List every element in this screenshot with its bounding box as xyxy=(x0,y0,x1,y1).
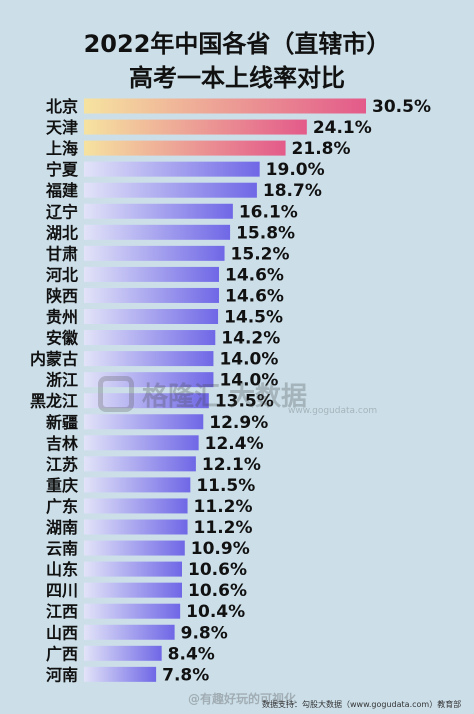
bar xyxy=(84,287,219,303)
value-label: 15.8% xyxy=(236,223,295,243)
category-label: 贵州 xyxy=(46,308,78,327)
category-label: 山东 xyxy=(46,560,78,579)
category-label: 浙江 xyxy=(46,371,78,390)
bar xyxy=(84,119,307,135)
value-label: 10.9% xyxy=(191,539,250,559)
bar xyxy=(84,477,191,493)
category-label: 河南 xyxy=(46,665,78,684)
bar xyxy=(84,582,183,598)
bar xyxy=(84,182,257,198)
category-label: 上海 xyxy=(46,139,78,158)
source-note: 数据支持：勾股大数据（www.gogudata.com）教育部 xyxy=(262,700,462,709)
value-label: 14.5% xyxy=(224,308,283,328)
bar xyxy=(84,330,216,346)
bar xyxy=(84,666,157,682)
category-label: 甘肃 xyxy=(46,244,78,263)
bar xyxy=(84,603,181,619)
value-label: 14.6% xyxy=(225,286,284,306)
value-label: 16.1% xyxy=(239,202,298,222)
category-label: 广西 xyxy=(46,644,78,663)
value-label: 24.1% xyxy=(313,118,372,138)
category-label: 重庆 xyxy=(46,476,78,495)
category-label: 安徽 xyxy=(46,329,79,348)
category-label: 吉林 xyxy=(46,434,78,453)
bar xyxy=(84,519,188,535)
bar xyxy=(84,245,225,261)
value-label: 14.0% xyxy=(219,350,278,370)
value-label: 14.6% xyxy=(225,265,284,285)
value-label: 10.6% xyxy=(188,581,247,601)
value-label: 14.0% xyxy=(219,371,278,391)
value-label: 12.4% xyxy=(205,434,264,454)
category-label: 内蒙古 xyxy=(30,350,78,369)
chart-title: 2022年中国各省（直辖市） xyxy=(83,30,391,58)
value-label: 8.4% xyxy=(168,644,215,664)
bar xyxy=(84,435,199,451)
category-label: 四川 xyxy=(46,581,78,600)
weibo-watermark: @有趣好玩的可视化 xyxy=(188,692,297,706)
category-label: 天津 xyxy=(46,118,78,137)
bar xyxy=(84,203,233,219)
category-label: 新疆 xyxy=(46,413,78,432)
bar xyxy=(84,498,188,514)
category-label: 山西 xyxy=(46,623,78,642)
bar xyxy=(84,540,185,556)
value-label: 13.5% xyxy=(215,392,274,412)
category-label: 陕西 xyxy=(46,286,78,305)
category-label: 黑龙江 xyxy=(30,392,78,411)
value-label: 21.8% xyxy=(292,139,351,159)
value-label: 19.0% xyxy=(266,160,325,180)
category-label: 辽宁 xyxy=(46,202,78,221)
chart-subtitle: 高考一本上线率对比 xyxy=(129,64,345,92)
category-label: 宁夏 xyxy=(46,160,79,179)
value-label: 30.5% xyxy=(372,97,431,117)
category-label: 河北 xyxy=(46,265,78,284)
bar xyxy=(84,372,214,388)
category-label: 云南 xyxy=(46,539,78,558)
bar xyxy=(84,266,219,282)
category-label: 江苏 xyxy=(46,455,78,474)
value-label: 14.2% xyxy=(221,329,280,349)
value-label: 18.7% xyxy=(263,181,322,201)
bar xyxy=(84,309,219,324)
bars-group: 北京 30.5% 天津 24.1% 上海 21.8% 宁夏 19.0% 福建 18.7% 辽宁 16.… xyxy=(30,97,431,685)
category-label: 福建 xyxy=(45,181,78,200)
bar xyxy=(84,393,209,409)
bar xyxy=(84,224,231,240)
bar xyxy=(84,351,214,367)
value-label: 12.9% xyxy=(209,413,268,433)
value-label: 15.2% xyxy=(231,244,290,264)
bar xyxy=(84,161,260,177)
value-label: 9.8% xyxy=(181,623,228,643)
bar xyxy=(84,414,204,430)
bar xyxy=(84,624,175,640)
value-label: 11.2% xyxy=(194,518,253,538)
category-label: 北京 xyxy=(46,97,78,116)
value-label: 12.1% xyxy=(202,455,261,475)
bar xyxy=(84,645,162,661)
value-label: 7.8% xyxy=(162,665,209,685)
value-label: 11.2% xyxy=(194,497,253,517)
bar xyxy=(84,456,196,472)
value-label: 10.6% xyxy=(188,560,247,580)
category-label: 湖南 xyxy=(46,518,78,537)
category-label: 广东 xyxy=(46,497,78,516)
value-label: 10.4% xyxy=(186,602,245,622)
category-label: 江西 xyxy=(46,602,78,621)
bar xyxy=(84,561,183,577)
category-label: 湖北 xyxy=(46,223,78,242)
bar xyxy=(84,140,286,156)
bar xyxy=(84,98,366,114)
value-label: 11.5% xyxy=(196,476,255,496)
